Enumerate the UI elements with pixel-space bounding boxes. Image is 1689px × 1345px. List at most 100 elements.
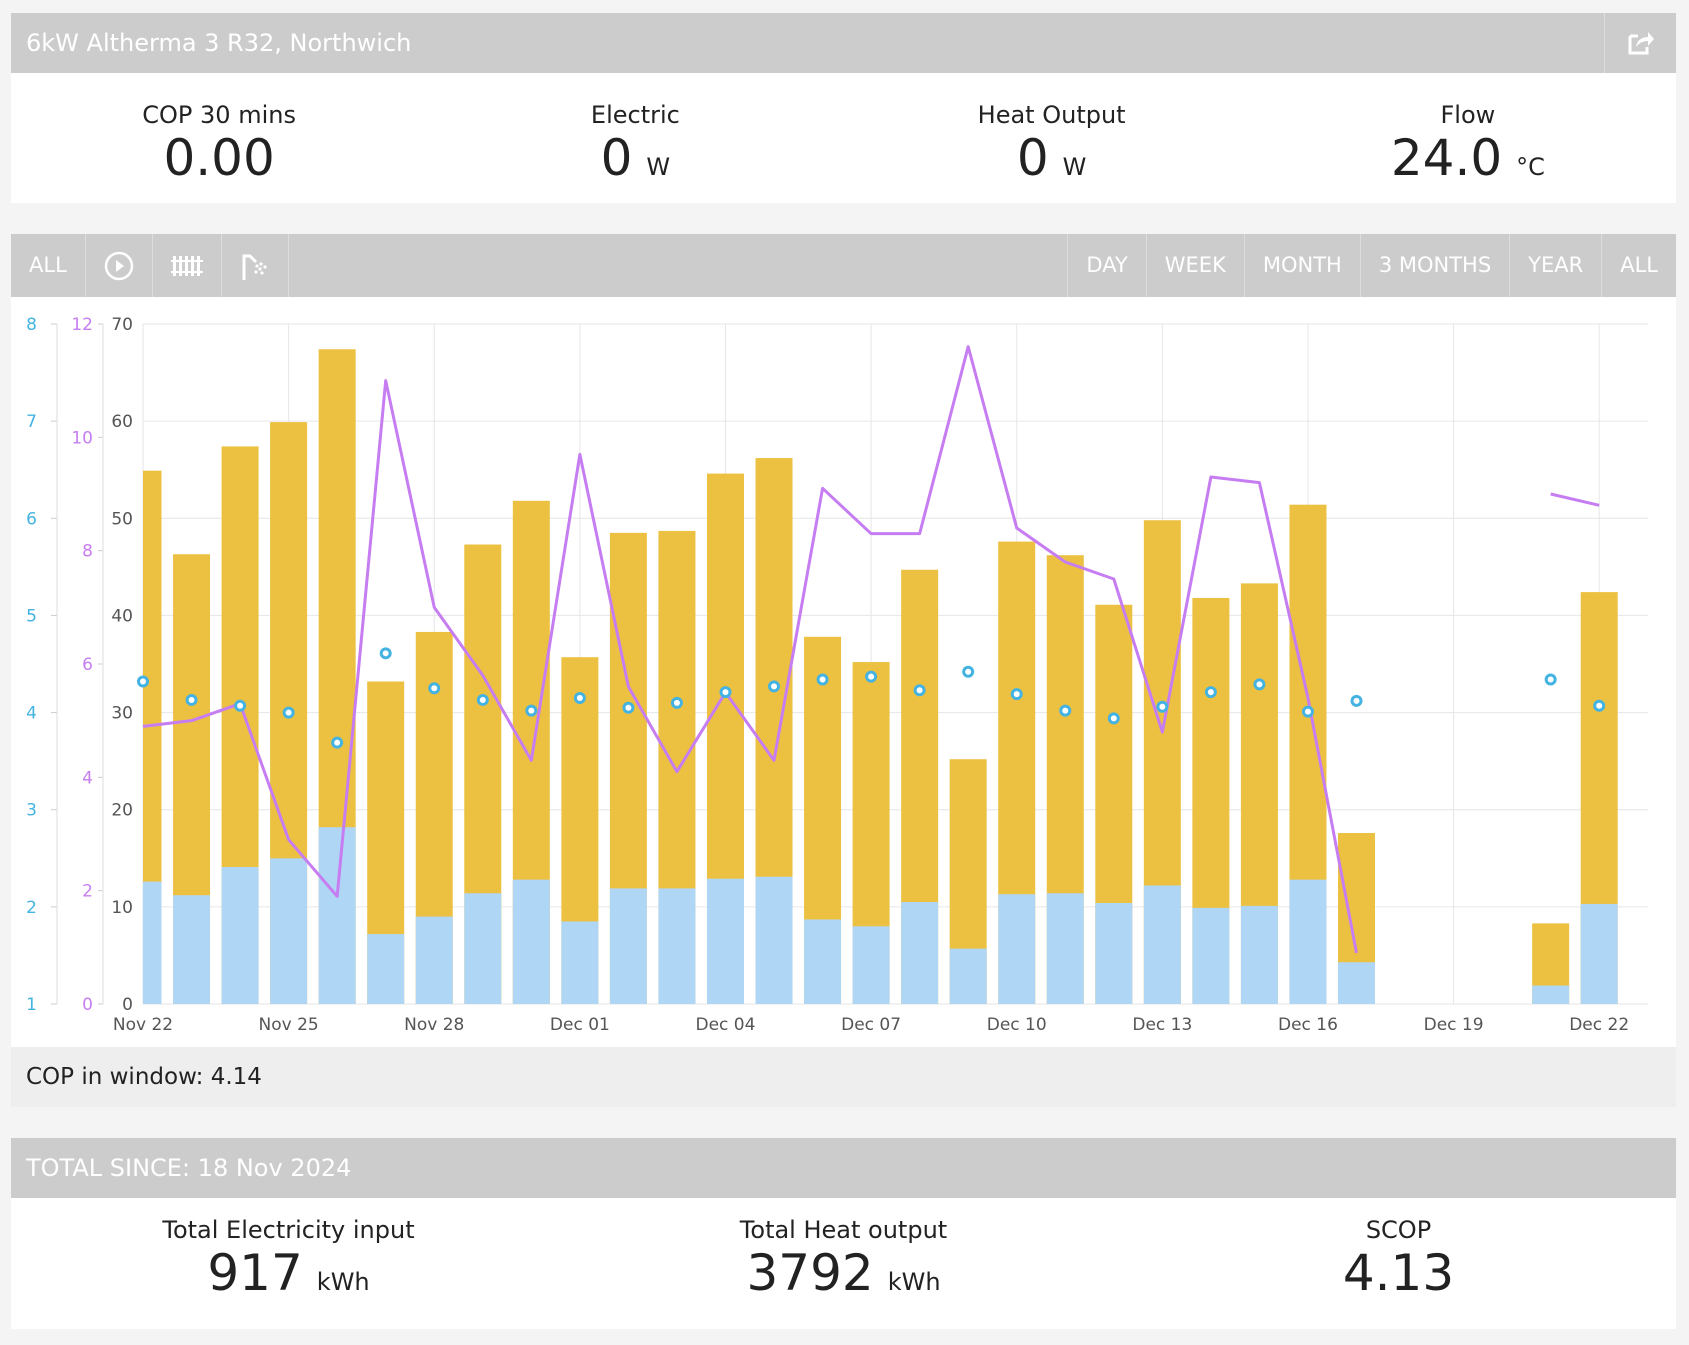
blue-bar[interactable] <box>901 902 939 1004</box>
blue-bar[interactable] <box>1240 905 1278 1004</box>
radiator-icon <box>170 255 203 276</box>
blue-point[interactable] <box>1593 699 1606 712</box>
blue-bar[interactable] <box>755 876 793 1004</box>
blue-bar[interactable] <box>609 888 647 1004</box>
totals-header: TOTAL SINCE: 18 Nov 2024 <box>11 1138 1676 1198</box>
blue-point[interactable] <box>816 673 829 686</box>
blue-point[interactable] <box>379 647 392 660</box>
blue-point[interactable] <box>913 684 926 697</box>
blue-bar[interactable] <box>125 881 162 1004</box>
blue-point[interactable] <box>768 680 781 693</box>
mode-all-button[interactable]: ALL <box>11 234 86 297</box>
blue-bar[interactable] <box>949 948 987 1004</box>
blue-bar[interactable] <box>561 921 599 1004</box>
blue-bar[interactable] <box>1532 985 1570 1004</box>
inner-axis-tick-label: 70 <box>111 315 133 335</box>
blue-bar[interactable] <box>1095 902 1133 1004</box>
inner-axis-tick-label: 30 <box>111 704 133 724</box>
blue-point[interactable] <box>1301 705 1314 718</box>
middle-axis-tick-label: 8 <box>82 542 93 562</box>
blue-point[interactable] <box>1544 673 1557 686</box>
total-electricity: Total Electricity input 917 kWh <box>162 1216 415 1302</box>
x-tick-label: Nov 28 <box>404 1015 464 1035</box>
outer-axis-tick-label: 5 <box>26 606 37 626</box>
blue-bar[interactable] <box>706 878 744 1004</box>
space-heating-button[interactable] <box>153 234 222 297</box>
range-3-months[interactable]: 3 MONTHS <box>1359 234 1509 297</box>
x-tick-label: Dec 16 <box>1278 1015 1338 1035</box>
middle-axis-tick-label: 2 <box>82 882 93 902</box>
x-tick-label: Dec 01 <box>550 1015 610 1035</box>
x-tick-label: Dec 10 <box>987 1015 1047 1035</box>
blue-bar[interactable] <box>1289 879 1327 1004</box>
blue-point[interactable] <box>573 692 586 704</box>
blue-point[interactable] <box>185 693 198 706</box>
blue-bar[interactable] <box>658 888 696 1004</box>
stat-flow: Flow 24.0 °C <box>1390 101 1545 187</box>
blue-point[interactable] <box>622 701 635 714</box>
blue-bar[interactable] <box>221 867 259 1004</box>
blue-point[interactable] <box>719 686 732 699</box>
blue-bar[interactable] <box>1046 893 1084 1004</box>
running-mode-button[interactable] <box>86 234 153 297</box>
blue-bar[interactable] <box>852 926 890 1004</box>
purple-line <box>142 345 1600 954</box>
total-heat: Total Heat output 3792 kWh <box>739 1216 948 1302</box>
hot-water-button[interactable] <box>222 234 289 297</box>
blue-point[interactable] <box>331 736 344 749</box>
blue-point[interactable] <box>525 704 538 717</box>
blue-point[interactable] <box>476 693 489 706</box>
middle-axis-tick-label: 4 <box>82 768 93 788</box>
blue-point[interactable] <box>1059 704 1072 717</box>
blue-point[interactable] <box>1010 688 1023 701</box>
blue-bar[interactable] <box>1338 962 1375 1004</box>
blue-bar[interactable] <box>173 895 211 1004</box>
play-circle-icon <box>104 251 134 280</box>
outer-axis-tick-label: 6 <box>26 509 37 529</box>
range-day[interactable]: DAY <box>1067 234 1145 297</box>
blue-bar[interactable] <box>512 879 550 1004</box>
blue-point[interactable] <box>1107 712 1120 725</box>
range-all[interactable]: ALL <box>1601 234 1676 297</box>
inner-axis-tick-label: 60 <box>111 412 133 432</box>
range-year[interactable]: YEAR <box>1509 234 1601 297</box>
blue-point[interactable] <box>962 665 975 678</box>
outer-axis-tick-label: 7 <box>26 412 37 432</box>
stat-cop: COP 30 mins 0.00 <box>142 101 296 187</box>
outer-axis-tick-label: 4 <box>26 704 37 724</box>
blue-point[interactable] <box>1204 686 1217 699</box>
bars-group <box>125 349 1618 1005</box>
blue-bar[interactable] <box>998 894 1036 1004</box>
total-scop: SCOP 4.13 <box>1342 1216 1455 1302</box>
blue-point[interactable] <box>1350 694 1363 707</box>
share-button[interactable] <box>1604 13 1676 73</box>
blue-point[interactable] <box>670 696 683 709</box>
chart-toolbar: ALL DAY WEEK MONTH 3 MONTHS YEAR ALL <box>11 234 1676 297</box>
totals-panel: Total Electricity input 917 kWh Total Heat… <box>11 1198 1676 1329</box>
blue-bar[interactable] <box>318 827 356 1004</box>
blue-bar[interactable] <box>367 934 405 1004</box>
blue-bar[interactable] <box>1192 907 1230 1004</box>
blue-bar[interactable] <box>464 893 502 1004</box>
blue-point[interactable] <box>234 699 247 712</box>
live-stats: COP 30 mins 0.00 Electric 0 W Heat Output 0 W… <box>11 73 1676 203</box>
share-icon <box>1628 32 1654 55</box>
blue-bar[interactable] <box>1143 885 1181 1004</box>
blue-point[interactable] <box>1156 700 1169 713</box>
blue-bar[interactable] <box>270 858 308 1004</box>
blue-point[interactable] <box>865 670 878 683</box>
inner-axis-tick-label: 20 <box>111 801 133 821</box>
middle-axis-tick-label: 12 <box>71 315 93 335</box>
blue-point[interactable] <box>428 682 441 695</box>
blue-bar[interactable] <box>1580 903 1618 1004</box>
blue-point[interactable] <box>1253 678 1266 691</box>
blue-bar[interactable] <box>804 919 842 1004</box>
inner-axis-tick-label: 0 <box>122 995 133 1015</box>
yellow-bar[interactable] <box>125 470 162 1004</box>
blue-point[interactable] <box>137 675 149 688</box>
range-month[interactable]: MONTH <box>1243 234 1360 297</box>
blue-bar[interactable] <box>415 916 453 1004</box>
blue-point[interactable] <box>282 706 295 719</box>
range-week[interactable]: WEEK <box>1145 234 1244 297</box>
